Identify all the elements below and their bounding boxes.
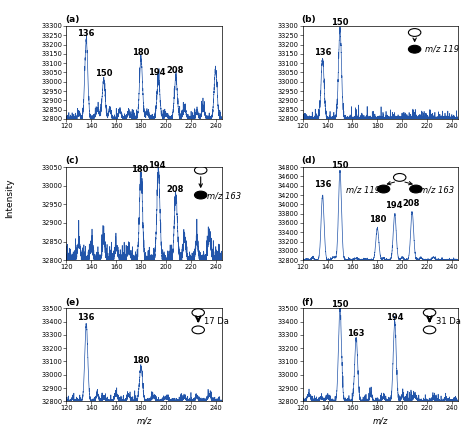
Ellipse shape (410, 185, 422, 193)
Text: 194: 194 (385, 201, 402, 210)
Text: 180: 180 (132, 356, 150, 365)
X-axis label: m/z: m/z (373, 417, 388, 426)
Text: (d): (d) (301, 156, 316, 165)
Text: (f): (f) (301, 298, 313, 306)
Text: m/z 119: m/z 119 (425, 45, 459, 54)
Text: 150: 150 (331, 18, 349, 27)
Text: 17 Da: 17 Da (204, 317, 229, 326)
Text: 163: 163 (347, 329, 365, 337)
Text: (e): (e) (65, 298, 79, 306)
Text: 150: 150 (331, 300, 349, 309)
Text: 136: 136 (314, 180, 331, 189)
Text: 194: 194 (386, 313, 403, 321)
X-axis label: m/z: m/z (137, 417, 152, 426)
Ellipse shape (194, 191, 207, 199)
Text: 180: 180 (369, 215, 386, 224)
Text: 150: 150 (95, 69, 112, 78)
Text: (b): (b) (301, 15, 316, 24)
Ellipse shape (377, 185, 390, 193)
Text: 136: 136 (78, 29, 95, 38)
Text: 208: 208 (402, 198, 419, 208)
Text: 136: 136 (314, 48, 331, 56)
Text: 31 Da: 31 Da (436, 317, 461, 326)
Text: (c): (c) (65, 156, 78, 165)
Text: 208: 208 (166, 185, 183, 194)
Text: 194: 194 (148, 161, 166, 170)
Text: m/z 119: m/z 119 (346, 186, 380, 194)
Text: 180: 180 (132, 48, 150, 56)
Text: m/z 163: m/z 163 (207, 192, 241, 201)
Ellipse shape (409, 45, 421, 53)
Text: m/z 163: m/z 163 (419, 186, 454, 194)
Text: (a): (a) (65, 15, 79, 24)
Text: 136: 136 (78, 313, 95, 322)
Text: 150: 150 (331, 161, 349, 170)
Text: 194: 194 (148, 68, 166, 77)
Text: 180: 180 (131, 164, 148, 173)
Text: 208: 208 (166, 66, 183, 75)
Text: Intensity: Intensity (5, 179, 14, 218)
